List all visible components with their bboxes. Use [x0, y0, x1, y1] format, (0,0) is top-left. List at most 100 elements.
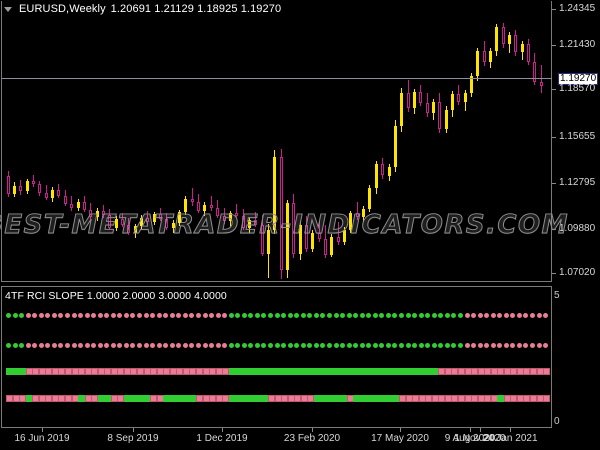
rci-signal-up — [235, 367, 242, 375]
rci-signal-up — [242, 312, 247, 318]
price-axis[interactable]: 1.24345 1.21430 1.19270 1.18570 1.15655 1.127… — [552, 0, 600, 284]
price-chart-panel[interactable]: EURUSD,Weekly 1.20691 1.21129 1.18925 1.… — [0, 0, 600, 284]
rci-signal-down — [26, 342, 31, 348]
price-axis-tick: 1.12795 — [552, 177, 600, 189]
rci-signal-down — [144, 367, 151, 375]
rci-signal-up — [104, 394, 111, 402]
rci-signal-down — [150, 394, 157, 402]
rci-signal-down — [537, 342, 542, 348]
rci-signal-up — [248, 312, 253, 318]
axis-tickmark — [552, 272, 556, 274]
candle-body — [70, 203, 73, 209]
rci-signal-up — [248, 342, 253, 348]
rci-signal-up — [366, 394, 373, 402]
candle-body — [77, 201, 80, 209]
rci-signal-down — [157, 367, 164, 375]
rci-signal-up — [432, 367, 439, 375]
indicator-panel-border — [1, 286, 552, 428]
candle-body — [521, 43, 524, 52]
rci-signal-down — [209, 394, 216, 402]
axis-tickmark — [552, 44, 556, 46]
rci-signal-down — [157, 394, 164, 402]
rci-signal-down — [216, 394, 223, 402]
rci-signal-down — [91, 367, 98, 375]
time-axis[interactable]: 16 Jun 2019 8 Sep 2019 1 Dec 2019 23 Feb 20… — [0, 428, 600, 450]
rci-signal-down — [268, 394, 275, 402]
candle-body — [172, 223, 175, 228]
axis-tickmark — [480, 428, 481, 432]
rci-signal-up — [235, 312, 240, 318]
rci-signal-down — [510, 312, 515, 318]
price-axis-tick-label: 1.15655 — [559, 131, 596, 142]
rci-signal-down — [216, 342, 221, 348]
candle-body — [216, 207, 219, 216]
rci-signal-up — [275, 312, 280, 318]
candle-body — [286, 203, 289, 271]
candle-body — [121, 219, 124, 225]
candle-body — [330, 236, 333, 256]
rci-signal-up — [242, 342, 247, 348]
rci-signal-up — [281, 342, 286, 348]
rci-signal-down — [419, 394, 426, 402]
rci-signal-up — [320, 342, 325, 348]
rci-signal-down — [451, 394, 458, 402]
rci-signal-up — [373, 312, 378, 318]
rci-signal-down — [222, 367, 229, 375]
rci-signal-down — [209, 367, 216, 375]
rci-signal-down — [65, 367, 72, 375]
candle-body — [64, 195, 67, 204]
candlestick-series — [2, 2, 551, 282]
rci-signal-down — [58, 312, 63, 318]
rci-signal-up — [386, 342, 391, 348]
candle-body — [146, 217, 149, 223]
rci-signal-up — [320, 312, 325, 318]
rci-signal-down — [497, 342, 502, 348]
rci-signal-up — [386, 312, 391, 318]
rci-signal-down — [124, 312, 129, 318]
candle-body — [381, 164, 384, 176]
rci-signal-up — [340, 367, 347, 375]
candle-body — [502, 27, 505, 45]
rci-signal-up — [281, 367, 288, 375]
candle-body — [489, 51, 492, 63]
rci-signal-down — [504, 312, 509, 318]
rci-signal-up — [425, 367, 432, 375]
rci-signal-up — [144, 394, 151, 402]
rci-signal-down — [52, 394, 59, 402]
rci-signal-down — [281, 394, 288, 402]
rci-signal-down — [504, 367, 511, 375]
rci-signal-down — [530, 342, 535, 348]
rci-signal-up — [314, 312, 319, 318]
candle-body — [495, 27, 498, 52]
rci-signal-down — [52, 342, 57, 348]
candle-body — [178, 212, 181, 224]
candle-body — [349, 213, 352, 230]
rci-signal-up — [248, 367, 255, 375]
rci-signal-down — [144, 312, 149, 318]
triangle-down-icon[interactable] — [4, 6, 12, 12]
price-axis-tick: 1.07020 — [552, 267, 600, 279]
rci-signal-up — [366, 367, 373, 375]
rci-signal-up — [379, 312, 384, 318]
rci-signal-up — [242, 394, 249, 402]
rci-signal-up — [379, 367, 386, 375]
candle-body — [375, 164, 378, 189]
rci-signal-up — [137, 394, 144, 402]
rci-signal-down — [58, 367, 65, 375]
rci-signal-down — [491, 367, 498, 375]
rci-signal-down — [183, 312, 188, 318]
rci-signal-down — [275, 394, 282, 402]
candle-body — [299, 225, 302, 255]
rci-signal-up — [353, 312, 358, 318]
rci-signal-down — [98, 312, 103, 318]
rci-signal-up — [294, 367, 301, 375]
rci-signal-up — [327, 367, 334, 375]
rci-signal-down — [130, 312, 135, 318]
rci-signal-down — [39, 394, 46, 402]
rci-signal-up — [235, 394, 242, 402]
rci-signal-down — [294, 394, 301, 402]
rci-signal-down — [117, 312, 122, 318]
rci-signal-up — [451, 312, 456, 318]
rci-signal-up — [347, 367, 354, 375]
candle-body — [140, 217, 143, 227]
